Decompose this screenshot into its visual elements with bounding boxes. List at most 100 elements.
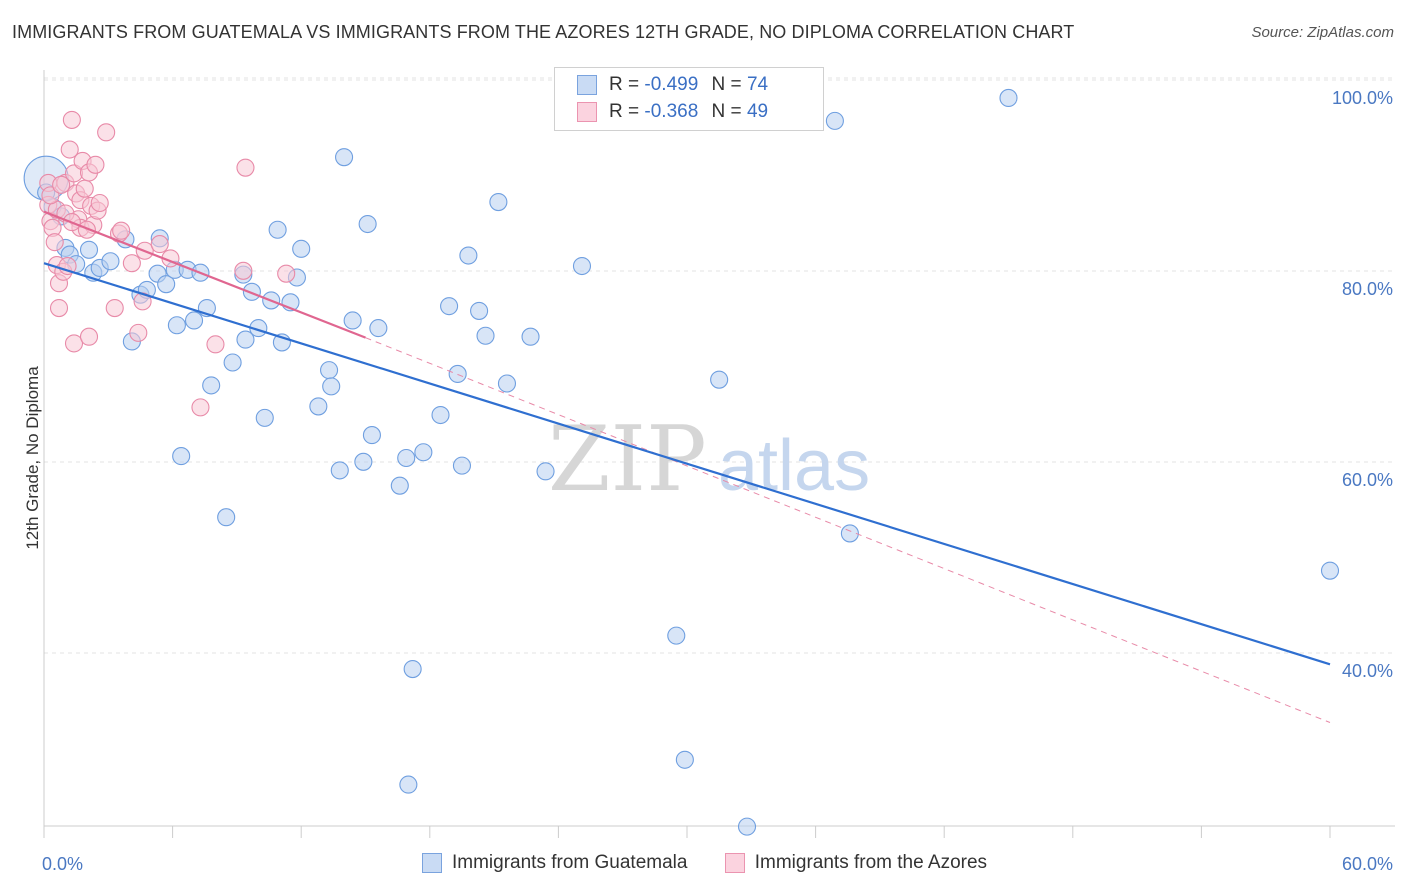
point-azores	[112, 221, 131, 240]
point-azores	[77, 220, 96, 239]
point-guatemala	[414, 443, 433, 462]
y-tick-label: 80.0%	[1342, 279, 1393, 299]
point-guatemala	[470, 301, 489, 320]
point-azores	[64, 334, 84, 353]
n-label: N =	[711, 101, 742, 122]
point-guatemala	[431, 405, 450, 425]
point-azores	[75, 179, 94, 198]
r-label: R =	[609, 101, 640, 122]
legend-swatch-pink	[724, 852, 745, 873]
point-azores	[49, 299, 69, 318]
x-tick-label-max: 60.0%	[1342, 854, 1393, 874]
point-guatemala	[710, 370, 729, 389]
point-azores	[206, 335, 225, 354]
point-guatemala	[79, 240, 99, 259]
n-label: N =	[711, 74, 742, 95]
n-value: 74	[746, 74, 769, 95]
point-azores	[62, 110, 81, 129]
n-value: 49	[746, 101, 769, 122]
point-guatemala	[399, 775, 418, 794]
y-tick-label: 40.0%	[1342, 661, 1393, 681]
point-azores	[86, 155, 105, 174]
trend-line-azores	[43, 210, 366, 339]
point-guatemala	[242, 282, 261, 301]
point-guatemala	[521, 327, 540, 346]
point-guatemala	[172, 447, 191, 466]
point-guatemala	[157, 275, 176, 294]
point-azores	[52, 175, 71, 194]
chart-title: IMMIGRANTS FROM GUATEMALA VS IMMIGRANTS …	[12, 22, 1075, 42]
point-guatemala	[167, 316, 186, 335]
point-guatemala	[223, 353, 242, 372]
legend-label: Immigrants from the Azores	[754, 852, 988, 873]
point-azores	[277, 264, 296, 283]
point-guatemala	[202, 376, 221, 395]
y-tick-label: 100.0%	[1332, 88, 1393, 108]
point-azores	[122, 254, 141, 273]
tick-labels: 40.0% 60.0% 80.0% 100.0% 0.0% 60.0% 12th Grade…	[23, 88, 1393, 874]
point-guatemala	[184, 311, 204, 330]
point-guatemala	[330, 461, 349, 480]
source-credit: Source: ZipAtlas.com	[1251, 24, 1394, 41]
r-label: R =	[609, 74, 640, 95]
legend-swatch-pink	[577, 101, 597, 122]
point-guatemala	[737, 817, 757, 836]
point-guatemala	[497, 374, 517, 393]
point-azores	[150, 235, 169, 254]
point-guatemala	[440, 297, 459, 316]
legend-row-guatemala: R = -0.499 N = 74	[577, 74, 768, 100]
point-guatemala	[309, 397, 328, 416]
point-azores	[60, 140, 79, 159]
point-guatemala	[101, 252, 120, 271]
point-guatemala	[358, 214, 377, 234]
point-guatemala	[403, 659, 422, 679]
point-guatemala	[335, 148, 354, 167]
point-guatemala	[322, 377, 341, 396]
trend-line-guatemala	[43, 262, 1331, 666]
point-guatemala	[667, 626, 686, 645]
trend-extension-azores	[365, 337, 1331, 723]
watermark-zip: ZIP	[548, 407, 707, 512]
series-legend: Immigrants from Guatemala Immigrants fro…	[422, 852, 1019, 874]
y-tick-label: 60.0%	[1342, 470, 1393, 490]
r-value: -0.499	[644, 74, 699, 95]
legend-label: Immigrants from Guatemala	[452, 852, 688, 873]
legend-swatch-blue	[422, 852, 442, 873]
point-guatemala	[675, 750, 694, 769]
point-guatemala	[320, 361, 339, 380]
point-azores	[129, 323, 148, 342]
y-axis-title: 12th Grade, No Diploma	[23, 366, 42, 550]
legend-swatch-blue	[577, 74, 597, 95]
point-guatemala	[354, 452, 373, 471]
point-guatemala	[343, 311, 362, 330]
point-guatemala	[217, 508, 236, 527]
legend-row-azores: R = -0.368 N = 49	[577, 101, 768, 127]
point-guatemala	[390, 476, 409, 495]
point-azores	[97, 123, 116, 142]
stats-legend: R = -0.499 N = 74 R = -0.368 N = 49	[554, 67, 824, 131]
point-guatemala	[825, 111, 844, 130]
point-azores	[79, 327, 99, 346]
point-azores	[191, 398, 210, 417]
point-guatemala	[572, 256, 592, 276]
point-guatemala	[476, 326, 495, 345]
point-guatemala	[369, 319, 388, 338]
point-azores	[105, 299, 124, 318]
point-azores	[234, 261, 253, 280]
point-guatemala	[840, 524, 859, 543]
point-guatemala	[452, 456, 472, 475]
point-guatemala	[362, 426, 381, 445]
x-tick-label-min: 0.0%	[42, 854, 83, 874]
point-guatemala	[999, 88, 1018, 108]
point-azores	[45, 233, 64, 252]
data-points	[23, 88, 1340, 836]
r-value: -0.368	[644, 101, 699, 122]
point-guatemala	[536, 462, 555, 481]
point-guatemala	[459, 246, 478, 265]
point-guatemala	[292, 239, 311, 258]
trend-lines	[43, 210, 1331, 723]
point-guatemala	[268, 220, 287, 239]
legend-item-guatemala: Immigrants from Guatemala	[422, 852, 687, 874]
legend-item-azores: Immigrants from the Azores	[724, 852, 988, 874]
